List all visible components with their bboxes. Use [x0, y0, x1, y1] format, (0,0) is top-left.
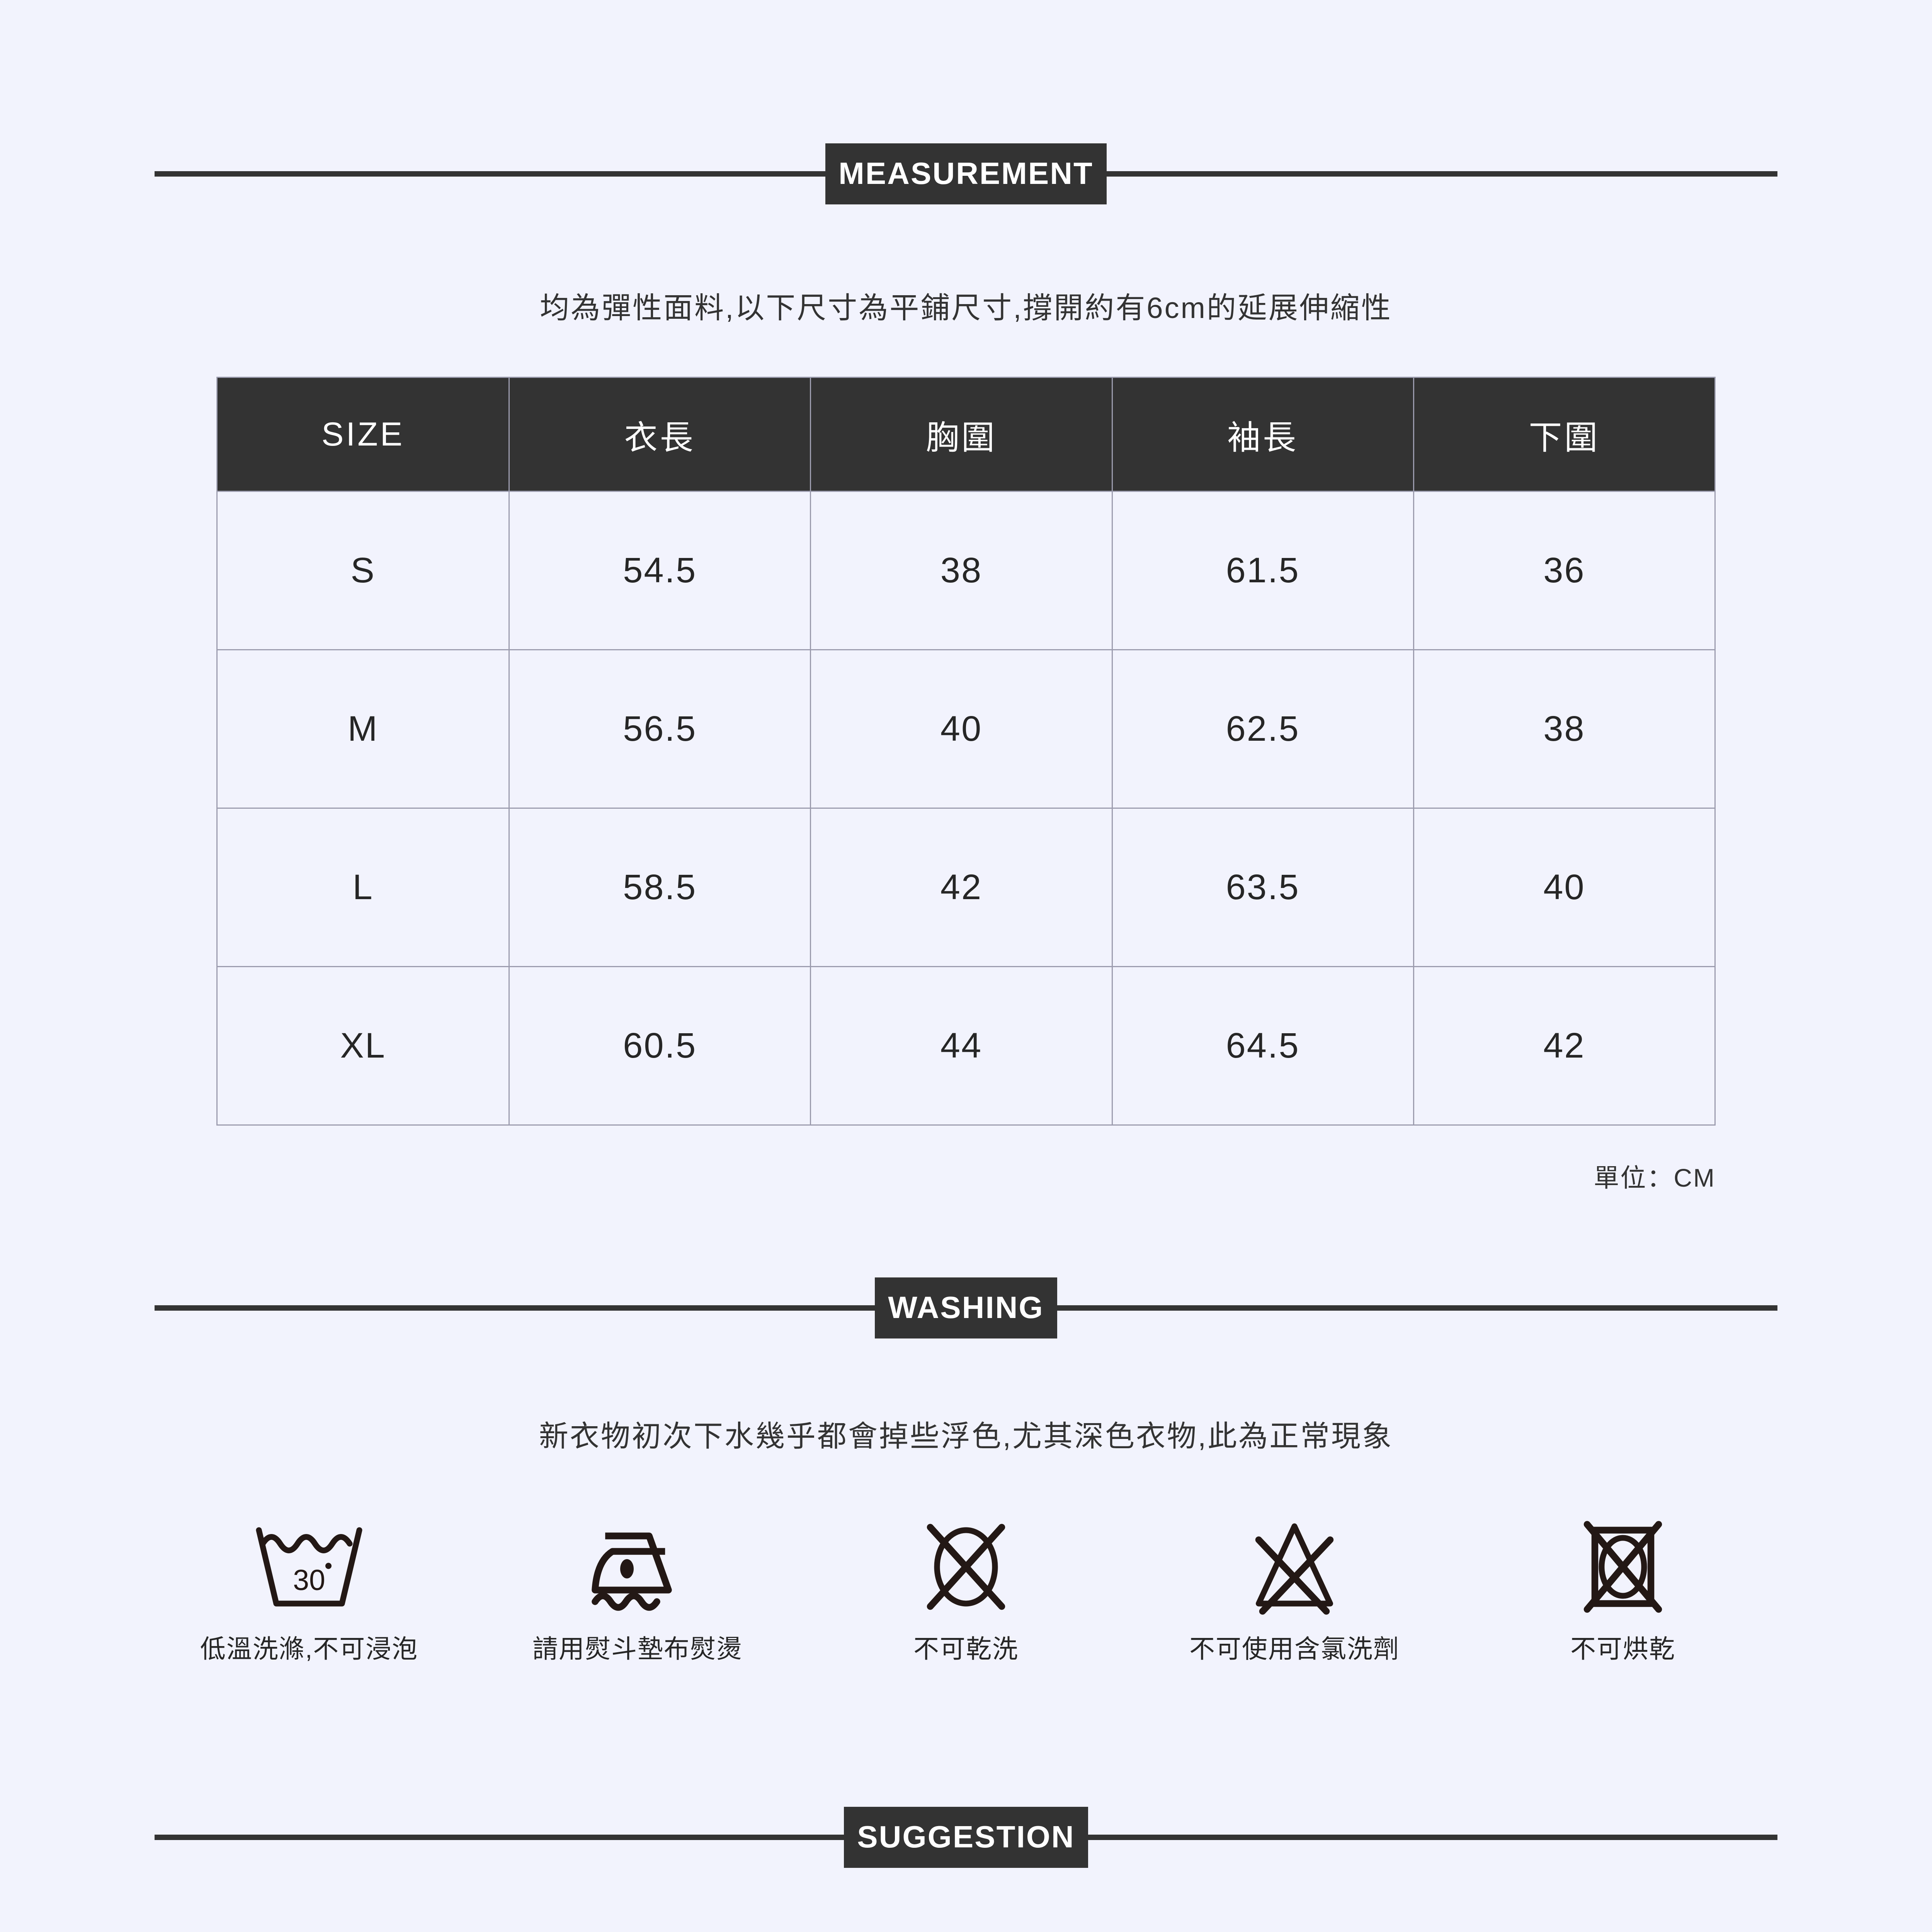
washing-item-no-tumble-dry: 不可烘乾 [1468, 1519, 1777, 1665]
cell-bust: 44 [810, 966, 1113, 1126]
cell-bust: 38 [810, 491, 1113, 650]
cell-size: M [216, 649, 510, 809]
washing-intro: 新衣物初次下水幾乎都會掉些浮色,尤其深色衣物,此為正常現象 [539, 1420, 1393, 1453]
cell-bust: 42 [810, 808, 1113, 967]
washing-item-low-temp: 30 低溫洗滌,不可浸泡 [155, 1519, 464, 1665]
svg-text:30: 30 [293, 1564, 325, 1596]
washing-item-no-dry-clean: 不可乾洗 [811, 1519, 1121, 1665]
no-chlorine-bleach-icon [1240, 1519, 1349, 1615]
washing-label: 不可乾洗 [913, 1634, 1019, 1663]
table-row: M 56.5 40 62.5 38 [216, 649, 1716, 809]
cell-hem: 36 [1413, 491, 1716, 650]
cell-size: S [216, 491, 510, 650]
washing-label: 請用熨斗墊布熨燙 [532, 1634, 743, 1663]
col-header-length: 衣長 [509, 377, 811, 492]
measurement-table-header-row: SIZE 衣長 胸圍 袖長 下圍 [216, 377, 1716, 492]
cell-length: 60.5 [509, 966, 811, 1126]
cell-size: L [216, 808, 510, 967]
washing-item-no-bleach: 不可使用含氯洗劑 [1140, 1519, 1449, 1665]
measurement-intro: 均為彈性面料,以下尺寸為平鋪尺寸,撐開約有6cm的延展伸縮性 [540, 292, 1392, 325]
measurement-table: SIZE 衣長 胸圍 袖長 下圍 S 54.5 38 61.5 36 M 56.… [216, 377, 1716, 1126]
cell-length: 56.5 [509, 649, 811, 809]
unit-note: 單位：CM [1594, 1163, 1716, 1192]
section-header-washing: WASHING [155, 1277, 1777, 1338]
cell-sleeve: 64.5 [1111, 966, 1414, 1126]
iron-with-cloth-icon [580, 1519, 696, 1615]
no-dry-clean-icon [912, 1519, 1020, 1615]
cell-sleeve: 61.5 [1111, 491, 1414, 650]
washing-label: 不可烘乾 [1570, 1634, 1675, 1663]
cell-hem: 38 [1413, 649, 1716, 809]
col-header-sleeve: 袖長 [1111, 377, 1414, 492]
washing-label: 低溫洗滌,不可浸泡 [200, 1634, 418, 1663]
no-tumble-dry-icon [1569, 1519, 1677, 1615]
section-header-measurement: MEASUREMENT [155, 143, 1777, 204]
washing-icon-row: 30 低溫洗滌,不可浸泡 請用熨斗墊布熨燙 [155, 1519, 1777, 1665]
wash-tub-30-icon: 30 [251, 1519, 367, 1615]
section-title-measurement: MEASUREMENT [825, 143, 1107, 204]
section-header-suggestion: SUGGESTION [155, 1807, 1777, 1868]
col-header-hem: 下圍 [1413, 377, 1716, 492]
cell-hem: 40 [1413, 808, 1716, 967]
washing-label: 不可使用含氯洗劑 [1189, 1634, 1400, 1663]
cell-sleeve: 63.5 [1111, 808, 1414, 967]
washing-item-iron: 請用熨斗墊布熨燙 [483, 1519, 792, 1665]
table-row: S 54.5 38 61.5 36 [216, 491, 1716, 650]
table-row: L 58.5 42 63.5 40 [216, 808, 1716, 967]
cell-length: 58.5 [509, 808, 811, 967]
cell-length: 54.5 [509, 491, 811, 650]
col-header-size: SIZE [216, 377, 510, 492]
cell-hem: 42 [1413, 966, 1716, 1126]
cell-size: XL [216, 966, 510, 1126]
cell-sleeve: 62.5 [1111, 649, 1414, 809]
table-row: XL 60.5 44 64.5 42 [216, 966, 1716, 1126]
cell-bust: 40 [810, 649, 1113, 809]
col-header-bust: 胸圍 [810, 377, 1113, 492]
section-title-washing: WASHING [875, 1277, 1057, 1338]
section-title-suggestion: SUGGESTION [844, 1807, 1088, 1868]
